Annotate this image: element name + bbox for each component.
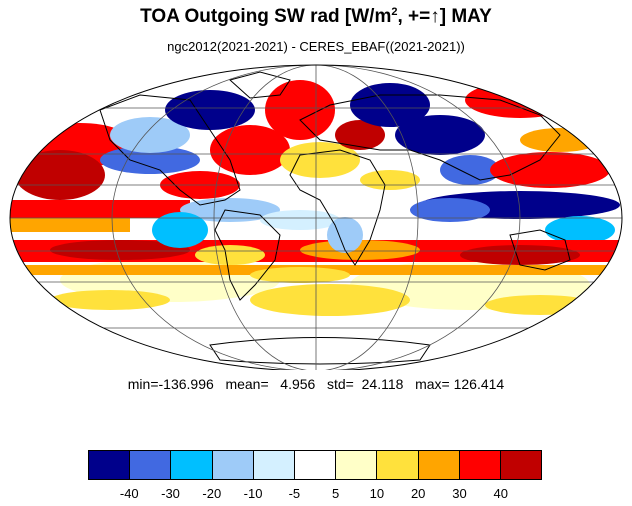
colorbar-label: -10 [243,486,263,501]
colorbar-label: -5 [288,486,301,501]
colorbar-label: 40 [493,486,508,501]
colorbar-label: 20 [410,486,426,501]
coastlines [99,71,571,365]
plot-title: TOA Outgoing SW rad [W/m2, +=↑] MAY [140,6,492,27]
colorbar-segment [89,451,131,479]
colorbar-label: -20 [202,486,222,501]
graticule [10,65,622,370]
colorbar-segment [336,451,378,479]
colorbar-segment [418,451,460,479]
colorbar-labels: -40 -30 -20 -10 -5 5 10 20 30 40 [88,486,542,504]
colorbar-segment [294,451,337,479]
colorbar-segment [212,451,254,479]
colorbar-segment [171,451,213,479]
colorbar-label: 5 [332,486,340,501]
colorbar-segment [377,451,419,479]
colorbar-label: 10 [369,486,385,501]
colorbar [88,450,542,480]
colorbar-segment [459,451,501,479]
colorbar-segment [253,451,295,479]
colorbar-segment [500,451,542,479]
plot-subtitle: ngc2012(2021-2021) - CERES_EBAF((2021-20… [167,39,465,54]
statistics-line: min=-136.996 mean= 4.956 std= 24.118 max… [127,376,505,392]
colorbar-label: 30 [452,486,467,501]
colorbar-segment [130,451,172,479]
map-border [9,64,623,370]
mollweide-map [9,64,623,370]
colorbar-label: -40 [119,486,139,501]
colorbar-label: -30 [161,486,180,501]
